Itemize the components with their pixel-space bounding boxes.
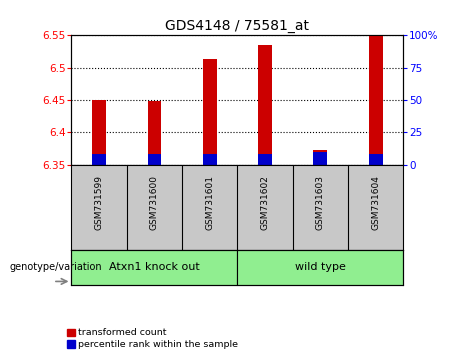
Bar bbox=[148, 154, 161, 165]
Bar bbox=[92, 100, 106, 165]
Bar bbox=[258, 154, 272, 165]
Text: GSM731604: GSM731604 bbox=[371, 175, 380, 230]
Bar bbox=[313, 150, 327, 165]
Bar bbox=[203, 154, 217, 165]
Bar bbox=[369, 154, 383, 165]
Bar bbox=[313, 152, 327, 165]
Text: GSM731602: GSM731602 bbox=[260, 175, 270, 230]
Text: wild type: wild type bbox=[295, 262, 346, 272]
Bar bbox=[258, 45, 272, 165]
Bar bbox=[92, 154, 106, 165]
Legend: transformed count, percentile rank within the sample: transformed count, percentile rank withi… bbox=[67, 329, 238, 349]
Text: GSM731600: GSM731600 bbox=[150, 175, 159, 230]
Text: GSM731603: GSM731603 bbox=[316, 175, 325, 230]
Text: Atxn1 knock out: Atxn1 knock out bbox=[109, 262, 200, 272]
Text: genotype/variation: genotype/variation bbox=[9, 262, 102, 272]
Title: GDS4148 / 75581_at: GDS4148 / 75581_at bbox=[165, 19, 309, 33]
Bar bbox=[369, 35, 383, 165]
Bar bbox=[148, 101, 161, 165]
Bar bbox=[203, 59, 217, 165]
FancyBboxPatch shape bbox=[237, 250, 403, 285]
FancyBboxPatch shape bbox=[71, 250, 237, 285]
Text: GSM731599: GSM731599 bbox=[95, 175, 104, 230]
Text: GSM731601: GSM731601 bbox=[205, 175, 214, 230]
